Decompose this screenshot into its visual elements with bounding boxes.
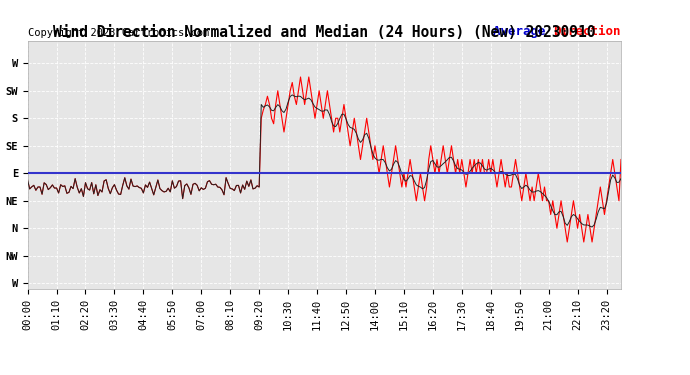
Text: Copyright 2023 Cartronics.com: Copyright 2023 Cartronics.com <box>28 27 209 38</box>
Title: Wind Direction Normalized and Median (24 Hours) (New) 20230910: Wind Direction Normalized and Median (24… <box>53 25 595 40</box>
Text: Average: Average <box>493 24 553 38</box>
Text: Direction: Direction <box>553 24 621 38</box>
